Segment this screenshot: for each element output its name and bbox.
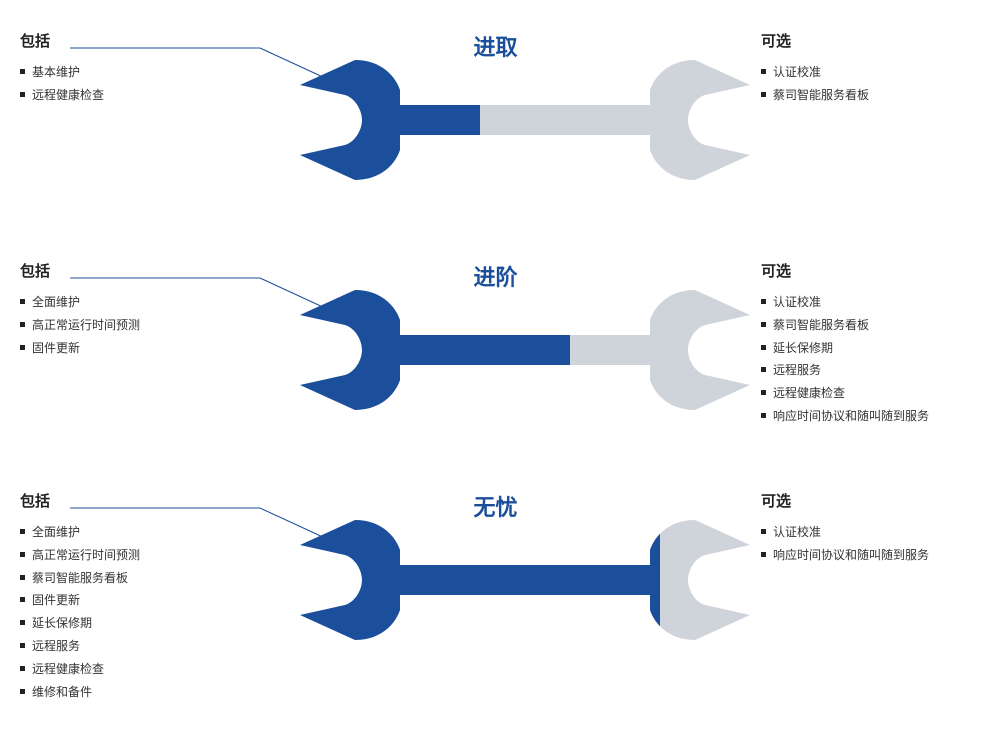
optional-heading: 可选 [761, 260, 971, 281]
optional-item: 蔡司智能服务看板 [761, 84, 971, 107]
optional-item: 认证校准 [761, 521, 971, 544]
includes-item: 远程健康检查 [20, 658, 260, 681]
optional-list: 认证校准响应时间协议和随叫随到服务 [761, 521, 971, 567]
optional-item: 远程服务 [761, 359, 971, 382]
wrench-icon [300, 60, 750, 180]
tier-title: 进取 [473, 30, 517, 62]
optional-item: 延长保修期 [761, 337, 971, 360]
includes-column: 包括全面维护高正常运行时间预测固件更新 [20, 260, 260, 359]
includes-heading: 包括 [20, 260, 260, 281]
optional-heading: 可选 [761, 30, 971, 51]
optional-column: 可选认证校准蔡司智能服务看板延长保修期远程服务远程健康检查响应时间协议和随叫随到… [761, 260, 971, 428]
optional-item: 认证校准 [761, 291, 971, 314]
optional-list: 认证校准蔡司智能服务看板 [761, 61, 971, 107]
includes-item: 远程服务 [20, 635, 260, 658]
includes-item: 高正常运行时间预测 [20, 314, 260, 337]
tier-tier2: 包括全面维护高正常运行时间预测固件更新可选认证校准蔡司智能服务看板延长保修期远程… [20, 260, 971, 490]
includes-item: 固件更新 [20, 589, 260, 612]
includes-list: 全面维护高正常运行时间预测固件更新 [20, 291, 260, 359]
optional-item: 远程健康检查 [761, 382, 971, 405]
includes-list: 全面维护高正常运行时间预测蔡司智能服务看板固件更新延长保修期远程服务远程健康检查… [20, 521, 260, 703]
includes-item: 延长保修期 [20, 612, 260, 635]
includes-item: 高正常运行时间预测 [20, 544, 260, 567]
includes-heading: 包括 [20, 490, 260, 511]
optional-column: 可选认证校准响应时间协议和随叫随到服务 [761, 490, 971, 567]
wrench-icon [300, 290, 750, 410]
optional-column: 可选认证校准蔡司智能服务看板 [761, 30, 971, 107]
tier-title: 无忧 [473, 490, 517, 522]
tier-title: 进阶 [473, 260, 517, 292]
includes-item: 蔡司智能服务看板 [20, 567, 260, 590]
includes-item: 基本维护 [20, 61, 260, 84]
tier-tier1: 包括基本维护远程健康检查 可选认证校准蔡司智能服务看板 进取 [20, 30, 971, 260]
includes-item: 全面维护 [20, 291, 260, 314]
includes-item: 维修和备件 [20, 681, 260, 704]
tier-tier3: 包括全面维护高正常运行时间预测蔡司智能服务看板固件更新延长保修期远程服务远程健康… [20, 490, 971, 720]
includes-heading: 包括 [20, 30, 260, 51]
includes-item: 全面维护 [20, 521, 260, 544]
optional-item: 响应时间协议和随叫随到服务 [761, 544, 971, 567]
optional-item: 蔡司智能服务看板 [761, 314, 971, 337]
wrench-icon [300, 520, 750, 640]
includes-item: 固件更新 [20, 337, 260, 360]
includes-column: 包括全面维护高正常运行时间预测蔡司智能服务看板固件更新延长保修期远程服务远程健康… [20, 490, 260, 703]
includes-list: 基本维护远程健康检查 [20, 61, 260, 107]
includes-item: 远程健康检查 [20, 84, 260, 107]
optional-heading: 可选 [761, 490, 971, 511]
optional-item: 认证校准 [761, 61, 971, 84]
optional-list: 认证校准蔡司智能服务看板延长保修期远程服务远程健康检查响应时间协议和随叫随到服务 [761, 291, 971, 428]
includes-column: 包括基本维护远程健康检查 [20, 30, 260, 107]
optional-item: 响应时间协议和随叫随到服务 [761, 405, 971, 428]
